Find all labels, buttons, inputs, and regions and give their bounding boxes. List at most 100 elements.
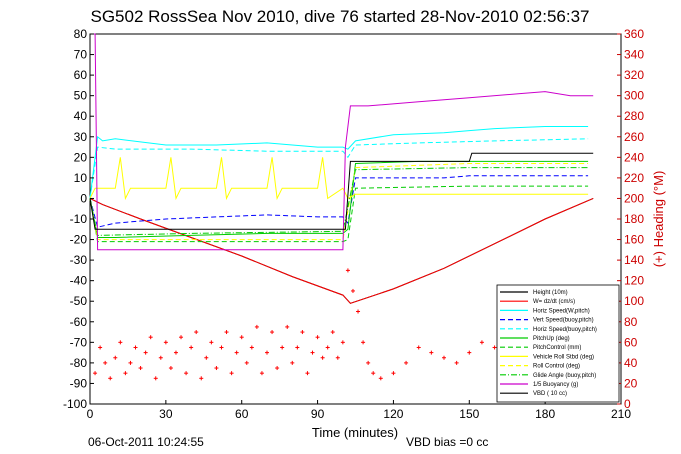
x-tick-label: 120 [383, 407, 403, 421]
heading-point [371, 371, 376, 376]
y2-tick-label: 260 [624, 130, 644, 144]
heading-point [209, 340, 214, 345]
x-tick-label: 0 [87, 407, 94, 421]
y2-tick-label: 120 [624, 274, 644, 288]
heading-point [168, 366, 173, 371]
y2-tick-label: 60 [624, 335, 638, 349]
y2-tick-label: 0 [624, 397, 631, 411]
y-tick-label: -100 [63, 397, 87, 411]
heading-point [153, 376, 158, 381]
y-tick-label: -90 [70, 376, 88, 390]
legend-label: Glide Angle (buoy,pitch) [533, 373, 596, 379]
y-tick-label: -80 [70, 356, 88, 370]
heading-point [93, 371, 98, 376]
heading-point [199, 376, 204, 381]
heading-point [214, 366, 219, 371]
y2-tick-label: 320 [624, 68, 644, 82]
heading-point [270, 330, 275, 335]
y-tick-label: 0 [80, 191, 87, 205]
heading-point [118, 340, 123, 345]
footer-vbd-bias: VBD bias =0 cc [406, 435, 488, 449]
x-tick-label: 90 [311, 407, 325, 421]
y2-tick-label: 180 [624, 212, 644, 226]
heading-point [249, 345, 254, 350]
right-y-axis: 3603403203002802602402202001801601401201… [617, 27, 644, 411]
heading-point [295, 345, 300, 350]
series-line [90, 33, 594, 251]
heading-point [259, 371, 264, 376]
heading-point [325, 345, 330, 350]
heading-point [285, 324, 290, 329]
heading-point [361, 340, 366, 345]
legend-label: W= dz/dt (cm/s) [533, 299, 575, 305]
series-line [89, 197, 594, 304]
legend-label: Vert Speed(buoy,pitch) [533, 318, 594, 324]
heading-point [404, 360, 409, 365]
y-tick-label: -20 [70, 233, 88, 247]
heading-point [345, 268, 350, 273]
y-tick-label: -60 [70, 315, 88, 329]
series-line [89, 152, 594, 230]
y2-tick-label: 240 [624, 150, 644, 164]
heading-point [113, 355, 118, 360]
heading-point [179, 335, 184, 340]
heading-point [224, 330, 229, 335]
heading-point [108, 376, 113, 381]
series-line [89, 138, 589, 199]
heading-point [492, 345, 497, 350]
heading-point [442, 355, 446, 360]
y-tick-label: 80 [74, 27, 88, 41]
heading-point [229, 371, 234, 376]
heading-point [163, 340, 168, 345]
y2-tick-label: 160 [624, 233, 644, 247]
heading-point [103, 360, 108, 365]
y-tick-label: -10 [70, 212, 88, 226]
legend-label: Horiz Speed(buoy,pitch) [533, 327, 597, 333]
heading-point [138, 366, 143, 371]
y-tick-label: 50 [74, 89, 88, 103]
heading-point [340, 340, 345, 345]
heading-point [123, 371, 128, 376]
heading-point [330, 330, 335, 335]
series-line [89, 160, 589, 238]
heading-point [300, 330, 305, 335]
heading-point [143, 350, 148, 355]
y2-tick-label: 300 [624, 89, 644, 103]
y2-tick-label: 200 [624, 191, 644, 205]
y-tick-label: -50 [70, 294, 88, 308]
y-tick-label: 20 [74, 150, 88, 164]
heading-point [391, 371, 396, 376]
footer-timestamp: 06-Oct-2011 10:24:55 [88, 435, 204, 449]
y2-tick-label: 140 [624, 253, 644, 267]
y-tick-label: -70 [70, 335, 88, 349]
legend: Height (10m) W= dz/dt (cm/s) Horiz Speed(W… [496, 284, 620, 403]
heading-point [275, 366, 280, 371]
heading-point [280, 345, 285, 350]
heading-point [467, 350, 472, 355]
heading-point [173, 350, 178, 355]
heading-point [148, 335, 153, 340]
y2-tick-label: 360 [624, 27, 644, 41]
heading-point [310, 350, 315, 355]
heading-point [378, 376, 383, 381]
heading-point [479, 340, 484, 345]
heading-point [219, 345, 224, 350]
legend-label: Vehicle Roll Stbd (deg) [533, 354, 594, 360]
y-tick-label: -30 [70, 253, 88, 267]
heading-point [290, 360, 295, 365]
heading-point [416, 345, 421, 350]
heading-point [194, 330, 199, 335]
x-tick-label: 210 [611, 407, 631, 421]
legend-label: Horiz Speed(W,pitch) [533, 308, 590, 314]
heading-point [184, 371, 189, 376]
series-layer [89, 33, 594, 304]
heading-point [305, 371, 310, 376]
heading-point [454, 360, 459, 365]
heading-point [128, 360, 133, 365]
heading-point [239, 335, 244, 340]
heading-point [234, 350, 239, 355]
heading-point [320, 355, 325, 360]
heading-point [254, 324, 259, 329]
heading-point [350, 288, 355, 293]
